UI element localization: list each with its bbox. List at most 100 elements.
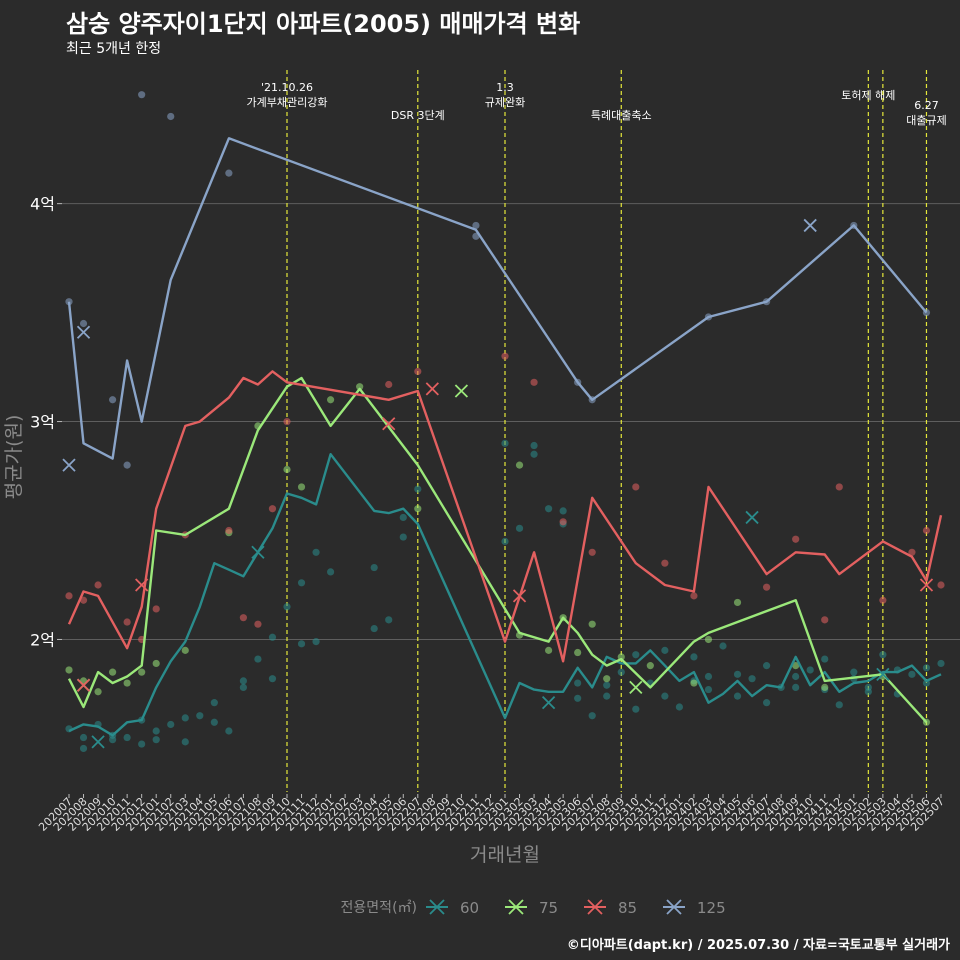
series-60-point (617, 668, 625, 676)
y-tick-label: 2억 (30, 630, 55, 649)
event-label: DSR 3단계 (391, 109, 445, 122)
series-85-point (763, 583, 771, 591)
series-75-point (327, 396, 335, 404)
points-layer (65, 91, 945, 753)
series-60-point (879, 651, 887, 659)
series-60-point (733, 670, 742, 678)
series-85-point (65, 592, 73, 600)
series-60-point (603, 681, 611, 689)
series-75-point (123, 679, 131, 687)
event-label-line: 대출규제 (906, 114, 946, 127)
series-60-point (850, 668, 858, 676)
event-label-line: 규제완화 (485, 96, 525, 109)
series-85-point (268, 505, 277, 513)
series-60-x-mark (541, 696, 556, 710)
series-85-x-mark (76, 678, 91, 692)
series-60-x-mark (251, 545, 265, 559)
legend-key-125-x (666, 899, 682, 915)
event-label-line: 가계부채관리강화 (247, 96, 328, 109)
series-60-point (545, 505, 553, 513)
series-60-point (806, 666, 814, 674)
legend-label-60: 60 (460, 899, 479, 917)
series-60-point (864, 688, 872, 696)
series-125-point (472, 221, 480, 230)
series-60-point (196, 712, 204, 720)
series-60-point (632, 651, 640, 659)
series-60-point (763, 662, 771, 670)
legend-key-75-x (508, 899, 524, 915)
series-60-point (399, 533, 407, 541)
series-60-point (922, 664, 931, 672)
legend-title: 전용면적(㎡) (341, 900, 417, 916)
series-75-point (646, 662, 654, 670)
series-60-point (268, 675, 277, 683)
grid-layer (57, 203, 960, 640)
series-60-point (690, 653, 698, 661)
series-75-point (297, 483, 306, 491)
series-60-point (152, 727, 160, 735)
series-60-point (370, 624, 378, 633)
series-60-point (312, 548, 320, 556)
series-85-point (559, 518, 567, 526)
legend-label-75: 75 (539, 899, 558, 917)
series-125-x-mark (803, 218, 817, 233)
series-75-point (603, 675, 611, 683)
series-85-point (501, 352, 509, 360)
series-125-x-mark (62, 458, 76, 472)
series-60-point (297, 579, 306, 587)
chart-subtitle: 최근 5개년 한정 (66, 41, 162, 57)
series-85-point (239, 614, 247, 622)
series-75-point (588, 620, 596, 628)
series-125-point (79, 319, 88, 328)
y-axis-title: 평균가(원) (3, 415, 25, 500)
series-60-point (821, 655, 829, 663)
series-60-point (661, 646, 669, 654)
series-75-point (356, 383, 364, 391)
series-85-point (792, 535, 800, 543)
series-125-line (67, 137, 928, 460)
series-60-point (661, 692, 669, 700)
event-label-line: 6.27 (914, 99, 939, 112)
series-60-point (748, 675, 756, 683)
series-85-line (67, 370, 943, 663)
series-60-point (574, 694, 582, 702)
legend-key-85-x (587, 899, 603, 915)
event-label-line: '21.10.26 (261, 81, 313, 94)
series-60-point (225, 727, 233, 735)
series-85-point (588, 548, 596, 556)
event-label-line: 토허제 해제 (841, 88, 895, 102)
series-85-point (922, 526, 931, 535)
series-60-point (152, 736, 160, 744)
series-85-x-mark (919, 578, 934, 592)
series-60-point (123, 733, 131, 742)
series-85-point (152, 605, 160, 613)
series-60-line (68, 453, 942, 737)
lines-layer (67, 137, 943, 737)
series-75-point (545, 646, 553, 654)
series-85-point (821, 616, 829, 624)
series-60-point (792, 672, 800, 681)
series-60-point (327, 568, 335, 576)
series-125-point (109, 396, 117, 404)
series-85-point (661, 559, 669, 567)
series-60-point (181, 714, 189, 722)
series-85-x-mark (512, 589, 527, 603)
series-75-point (704, 635, 713, 644)
series-60-point (501, 537, 509, 546)
series-85-x-mark (382, 417, 396, 431)
series-60-point (763, 699, 771, 707)
series-60-point (312, 638, 320, 646)
event-label-line: 특례대출축소 (591, 109, 652, 122)
event-label: '21.10.26 가계부채관리강화 (247, 81, 328, 109)
series-75-point (181, 646, 189, 654)
series-125-point (167, 112, 175, 121)
series-85-point (283, 417, 291, 426)
series-60-point (138, 740, 146, 748)
series-75-point (574, 648, 582, 657)
series-60-point (937, 659, 945, 668)
series-60-point (167, 720, 175, 729)
series-60-point (704, 685, 713, 694)
legend: 전용면적(㎡) 60 75 85 125 (341, 899, 726, 917)
series-60-x-mark (876, 667, 890, 681)
